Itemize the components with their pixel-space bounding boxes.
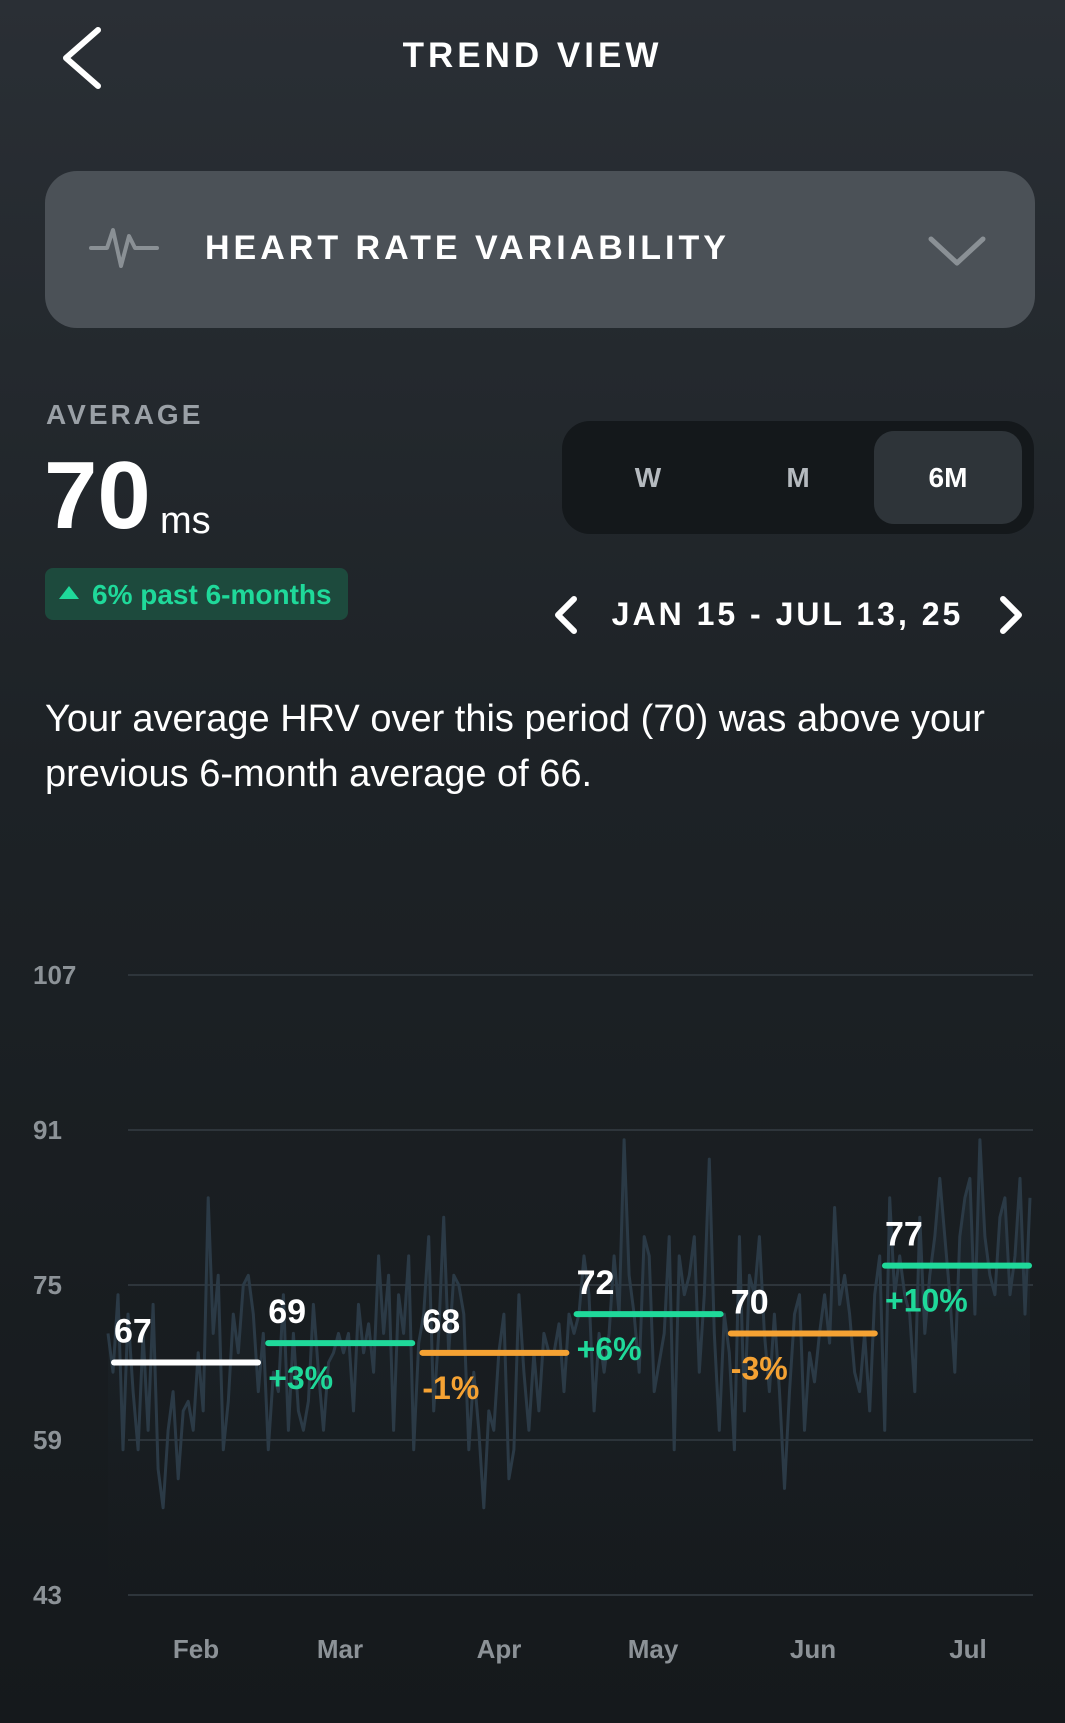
monthly-change-label: -1%: [422, 1370, 479, 1406]
metric-label: HEART RATE VARIABILITY: [205, 229, 730, 267]
page-title: TREND VIEW: [402, 36, 663, 75]
monthly-average-value: 72: [577, 1264, 615, 1302]
previous-range-button[interactable]: [548, 593, 584, 637]
y-tick-label: 91: [33, 1115, 62, 1145]
monthly-average-value: 77: [885, 1216, 923, 1254]
average-label: AVERAGE: [46, 399, 204, 430]
chevron-left-icon: [63, 27, 101, 89]
change-badge: 6% past 6-months: [45, 568, 348, 620]
y-tick-label: 107: [33, 960, 76, 990]
summary-text: Your average HRV over this period (70) w…: [45, 698, 985, 795]
chevron-right-icon: [1000, 596, 1022, 634]
monthly-average-value: 69: [268, 1293, 306, 1331]
hrv-pulse-icon: [89, 228, 159, 268]
x-tick-label: May: [628, 1634, 679, 1664]
back-button[interactable]: [58, 26, 108, 90]
monthly-change-label: +10%: [885, 1283, 968, 1319]
chevron-down-icon: [928, 236, 986, 266]
date-range: JAN 15 - JUL 13, 25: [611, 596, 964, 632]
metric-dropdown[interactable]: HEART RATE VARIABILITY: [45, 171, 1035, 328]
monthly-change-label: -3%: [731, 1350, 788, 1386]
period-selector: W M 6M: [562, 421, 1034, 534]
daily-hrv-line: [106, 1138, 1032, 1510]
average-unit: ms: [160, 500, 211, 542]
average-value: 70: [44, 442, 151, 549]
change-badge-text: 6% past 6-months: [92, 579, 332, 610]
chevron-left-icon: [555, 596, 577, 634]
monthly-change-label: +6%: [577, 1331, 642, 1367]
monthly-average-value: 68: [422, 1303, 460, 1341]
arrow-up-icon: [59, 586, 79, 599]
hrv-trend-chart: 107 91 75 59 43 67 69 +3% 68 -1% 72 +6% 70 -3% 77 +10%…: [33, 960, 1033, 1664]
y-tick-label: 75: [33, 1270, 62, 1300]
header: TREND VIEW: [0, 0, 1065, 115]
next-range-button[interactable]: [993, 593, 1029, 637]
monthly-average-value: 67: [114, 1313, 152, 1351]
monthly-change-label: +3%: [268, 1360, 333, 1396]
y-tick-label: 43: [33, 1580, 62, 1610]
series-area: [108, 1139, 1030, 1595]
x-tick-label: Mar: [317, 1634, 363, 1664]
y-tick-label: 59: [33, 1425, 62, 1455]
x-tick-label: Apr: [477, 1634, 522, 1664]
x-tick-label: Jun: [790, 1634, 836, 1664]
period-week-button[interactable]: W: [634, 462, 662, 493]
x-tick-label: Jul: [949, 1634, 987, 1664]
period-month-button[interactable]: M: [786, 462, 810, 493]
period-6month-button[interactable]: 6M: [874, 431, 1022, 524]
monthly-average-value: 70: [731, 1283, 769, 1321]
x-tick-label: Feb: [173, 1634, 219, 1664]
